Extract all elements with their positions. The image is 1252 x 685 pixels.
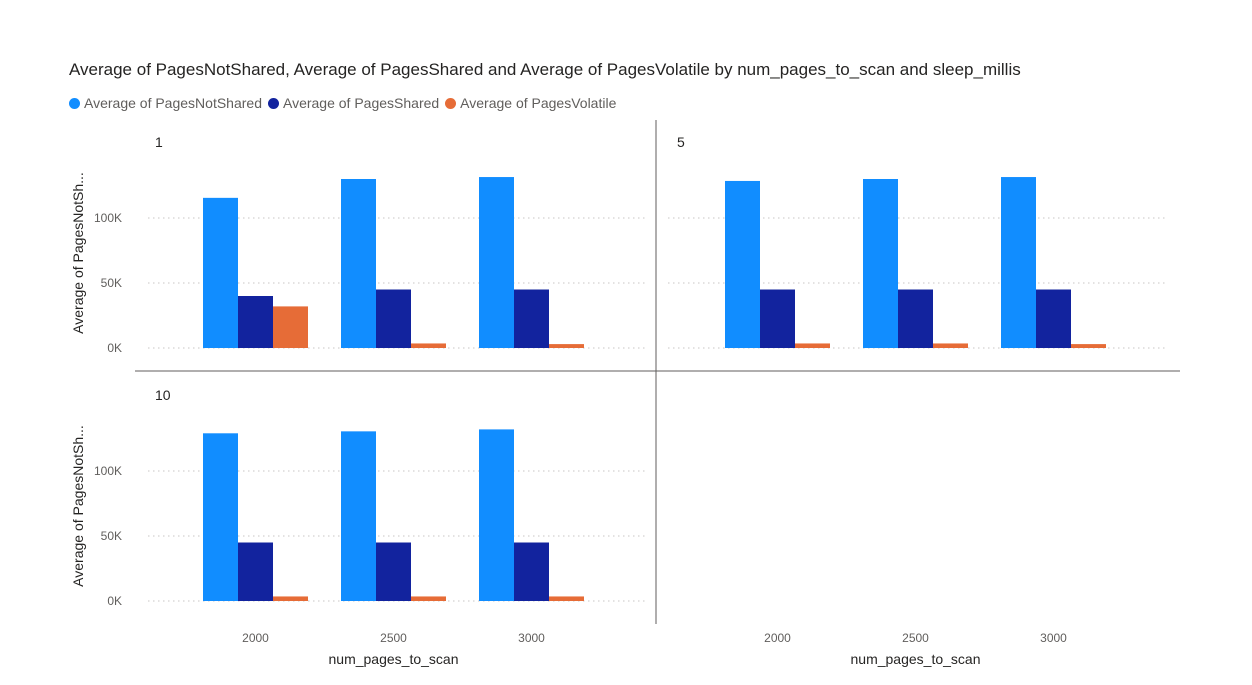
bar-10-2000-3[interactable] <box>273 596 308 601</box>
legend-label-pages-shared: Average of PagesShared <box>282 95 440 111</box>
bar-5-2500-3[interactable] <box>933 343 968 348</box>
bar-10-2500-1[interactable] <box>341 431 376 601</box>
y-axis-title: Average of PagesNotSh... <box>70 425 86 587</box>
bar-5-2500-2[interactable] <box>898 289 933 349</box>
bar-5-2000-2[interactable] <box>760 289 795 349</box>
chart-title: Average of PagesNotShared, Average of Pa… <box>69 60 1021 79</box>
bar-1-3000-3[interactable] <box>549 344 584 348</box>
x-tick-label-3000: 3000 <box>518 631 545 645</box>
y-tick-label: 0K <box>107 594 122 608</box>
bar-1-2500-1[interactable] <box>341 179 376 348</box>
x-tick-label-2000: 2000 <box>764 631 791 645</box>
x-tick-label-2000: 2000 <box>242 631 269 645</box>
panel-label-10: 10 <box>155 387 171 403</box>
y-axis-title: Average of PagesNotSh... <box>70 172 86 334</box>
bar-5-3000-2[interactable] <box>1036 289 1071 349</box>
legend: Average of PagesNotShared Average of Pag… <box>69 95 622 111</box>
legend-item-pages-not-shared[interactable]: Average of PagesNotShared <box>69 95 262 111</box>
bar-10-2500-2[interactable] <box>376 542 411 602</box>
bar-5-2000-3[interactable] <box>795 343 830 348</box>
y-tick-label: 100K <box>94 464 122 478</box>
legend-marker-pages-not-shared <box>69 97 80 109</box>
bar-10-2500-3[interactable] <box>411 596 446 601</box>
panel-label-5: 5 <box>677 134 685 150</box>
bar-1-2500-2[interactable] <box>376 289 411 349</box>
legend-marker-pages-shared <box>267 97 279 109</box>
bar-1-2500-3[interactable] <box>411 343 446 348</box>
legend-marker-pages-volatile <box>445 97 457 109</box>
bar-5-2000-1[interactable] <box>725 180 760 348</box>
bar-1-2000-1[interactable] <box>203 197 238 348</box>
y-tick-label: 100K <box>94 211 122 225</box>
legend-label-pages-not-shared: Average of PagesNotShared <box>84 95 262 111</box>
bar-5-3000-1[interactable] <box>1001 177 1036 348</box>
bar-1-3000-1[interactable] <box>479 177 514 348</box>
bar-1-2000-3[interactable] <box>273 306 308 348</box>
legend-label-pages-volatile: Average of PagesVolatile <box>460 95 617 111</box>
bar-10-3000-2[interactable] <box>514 542 549 602</box>
x-tick-label-3000: 3000 <box>1040 631 1067 645</box>
legend-item-pages-volatile[interactable]: Average of PagesVolatile <box>445 95 616 111</box>
panel-label-1: 1 <box>155 134 163 150</box>
bar-5-2500-1[interactable] <box>863 179 898 348</box>
bar-10-2000-2[interactable] <box>238 542 273 602</box>
legend-item-pages-shared[interactable]: Average of PagesShared <box>267 95 440 111</box>
x-tick-label-2500: 2500 <box>380 631 407 645</box>
bar-5-3000-3[interactable] <box>1071 344 1106 348</box>
y-tick-label: 50K <box>101 276 122 290</box>
bar-1-2000-2[interactable] <box>238 296 273 348</box>
bar-10-3000-3[interactable] <box>549 596 584 601</box>
y-tick-label: 50K <box>101 529 122 543</box>
bar-10-2000-1[interactable] <box>203 433 238 601</box>
x-tick-label-2500: 2500 <box>902 631 929 645</box>
bar-1-3000-2[interactable] <box>514 289 549 349</box>
y-tick-label: 0K <box>107 341 122 355</box>
x-axis-title: num_pages_to_scan <box>329 651 459 667</box>
x-axis-title: num_pages_to_scan <box>851 651 981 667</box>
bar-10-3000-1[interactable] <box>479 429 514 601</box>
